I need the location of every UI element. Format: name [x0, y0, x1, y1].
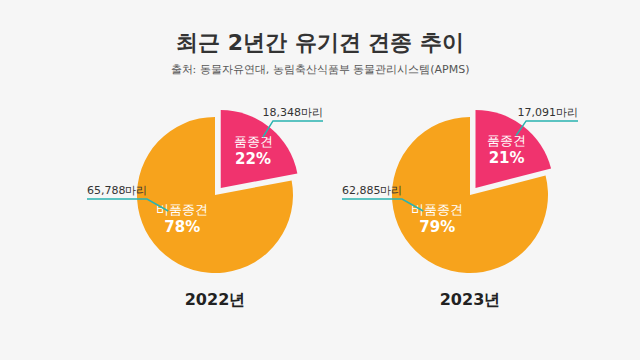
slices: [392, 110, 551, 273]
slice-category: 품종견: [487, 133, 526, 148]
data-label: 78%: [164, 218, 200, 236]
chart: 최근 2년간 유기견 견종 추이출처: 동물자유연대, 농림축산식품부 동물관리…: [0, 0, 640, 360]
title: 최근 2년간 유기견 견종 추이: [176, 30, 464, 55]
pie-title: 2023년: [440, 290, 501, 309]
leader-line: [87, 199, 168, 211]
background: [0, 0, 640, 360]
pie: 품종견22%비품종견78%18,348마리65,788마리: [87, 106, 323, 273]
slices: [137, 110, 297, 273]
leader-line: [263, 121, 323, 137]
pie-title: 2022년: [185, 290, 246, 309]
pie: 품종견21%비품종견79%17,091마리62,885마리: [342, 106, 578, 273]
leader-line: [516, 121, 578, 136]
count-label: 65,788마리: [87, 184, 148, 197]
slice: [221, 110, 298, 188]
leader-line: [342, 199, 423, 211]
subtitle: 출처: 동물자유연대, 농림축산식품부 동물관리시스템(APMS): [171, 63, 470, 76]
slice: [137, 117, 293, 273]
data-label: 22%: [235, 150, 271, 168]
slice: [392, 117, 548, 273]
count-label: 62,885마리: [342, 184, 403, 197]
count-label: 18,348마리: [263, 106, 324, 119]
data-label: 79%: [419, 218, 455, 236]
count-label: 17,091마리: [518, 106, 579, 119]
slice-category: 품종견: [234, 134, 273, 149]
data-label: 21%: [489, 149, 525, 167]
